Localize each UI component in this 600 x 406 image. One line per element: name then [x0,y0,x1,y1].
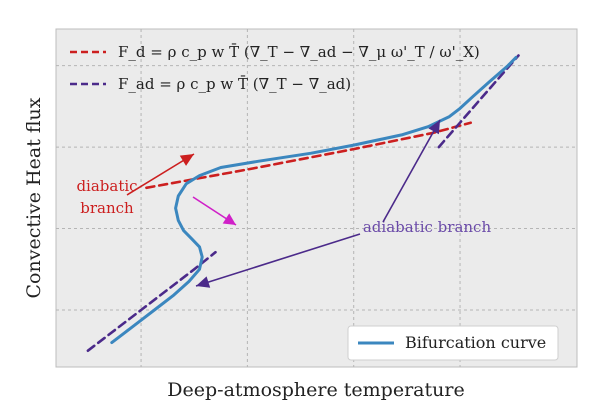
annotation-adiabatic-arrow-upper-head [428,120,440,135]
legend-top: F_d = ρ c_p w T̄ (∇_T − ∇_ad − ∇_μ ω'_T … [70,43,480,93]
annotation-adiabatic-arrow-upper-shaft [382,119,441,223]
annotation-turning-arrow-head [222,213,236,225]
series-group [86,54,520,353]
annotation-diabatic-arrow-shaft [126,153,195,196]
annotations: diabatic branch adiabatic branch [76,119,492,288]
annotation-adiabatic-arrow-lower-head [196,276,211,288]
annotation-diabatic-line-0: diabatic [76,177,137,195]
legend-fad-label: F_ad = ρ c_p w T̄ (∇_T − ∇_ad) [118,75,351,93]
legend-bifurcation-label: Bifurcation curve [405,333,546,352]
gridlines [56,29,577,367]
legend-fd-label: F_d = ρ c_p w T̄ (∇_T − ∇_ad − ∇_μ ω'_T … [118,43,480,61]
annotation-adiabatic-arrow-lower-shaft [195,233,361,287]
series-f-d [145,121,473,190]
x-axis-label: Deep-atmosphere temperature [167,379,464,401]
series-f-ad-lower [86,250,217,353]
annotation-diabatic-arrow-head [179,154,194,166]
annotation-adiabatic-label: adiabatic branch [363,218,492,236]
legend-bottom-box [347,325,559,361]
annotation-diabatic-line-1: branch [80,199,134,217]
series-bifurcation-curve [110,56,518,345]
series-f-ad-upper [437,54,520,149]
plot-area-background [55,28,578,368]
y-axis-label: Convective Heat flux [23,97,45,298]
legend-bottom: Bifurcation curve [347,325,559,361]
